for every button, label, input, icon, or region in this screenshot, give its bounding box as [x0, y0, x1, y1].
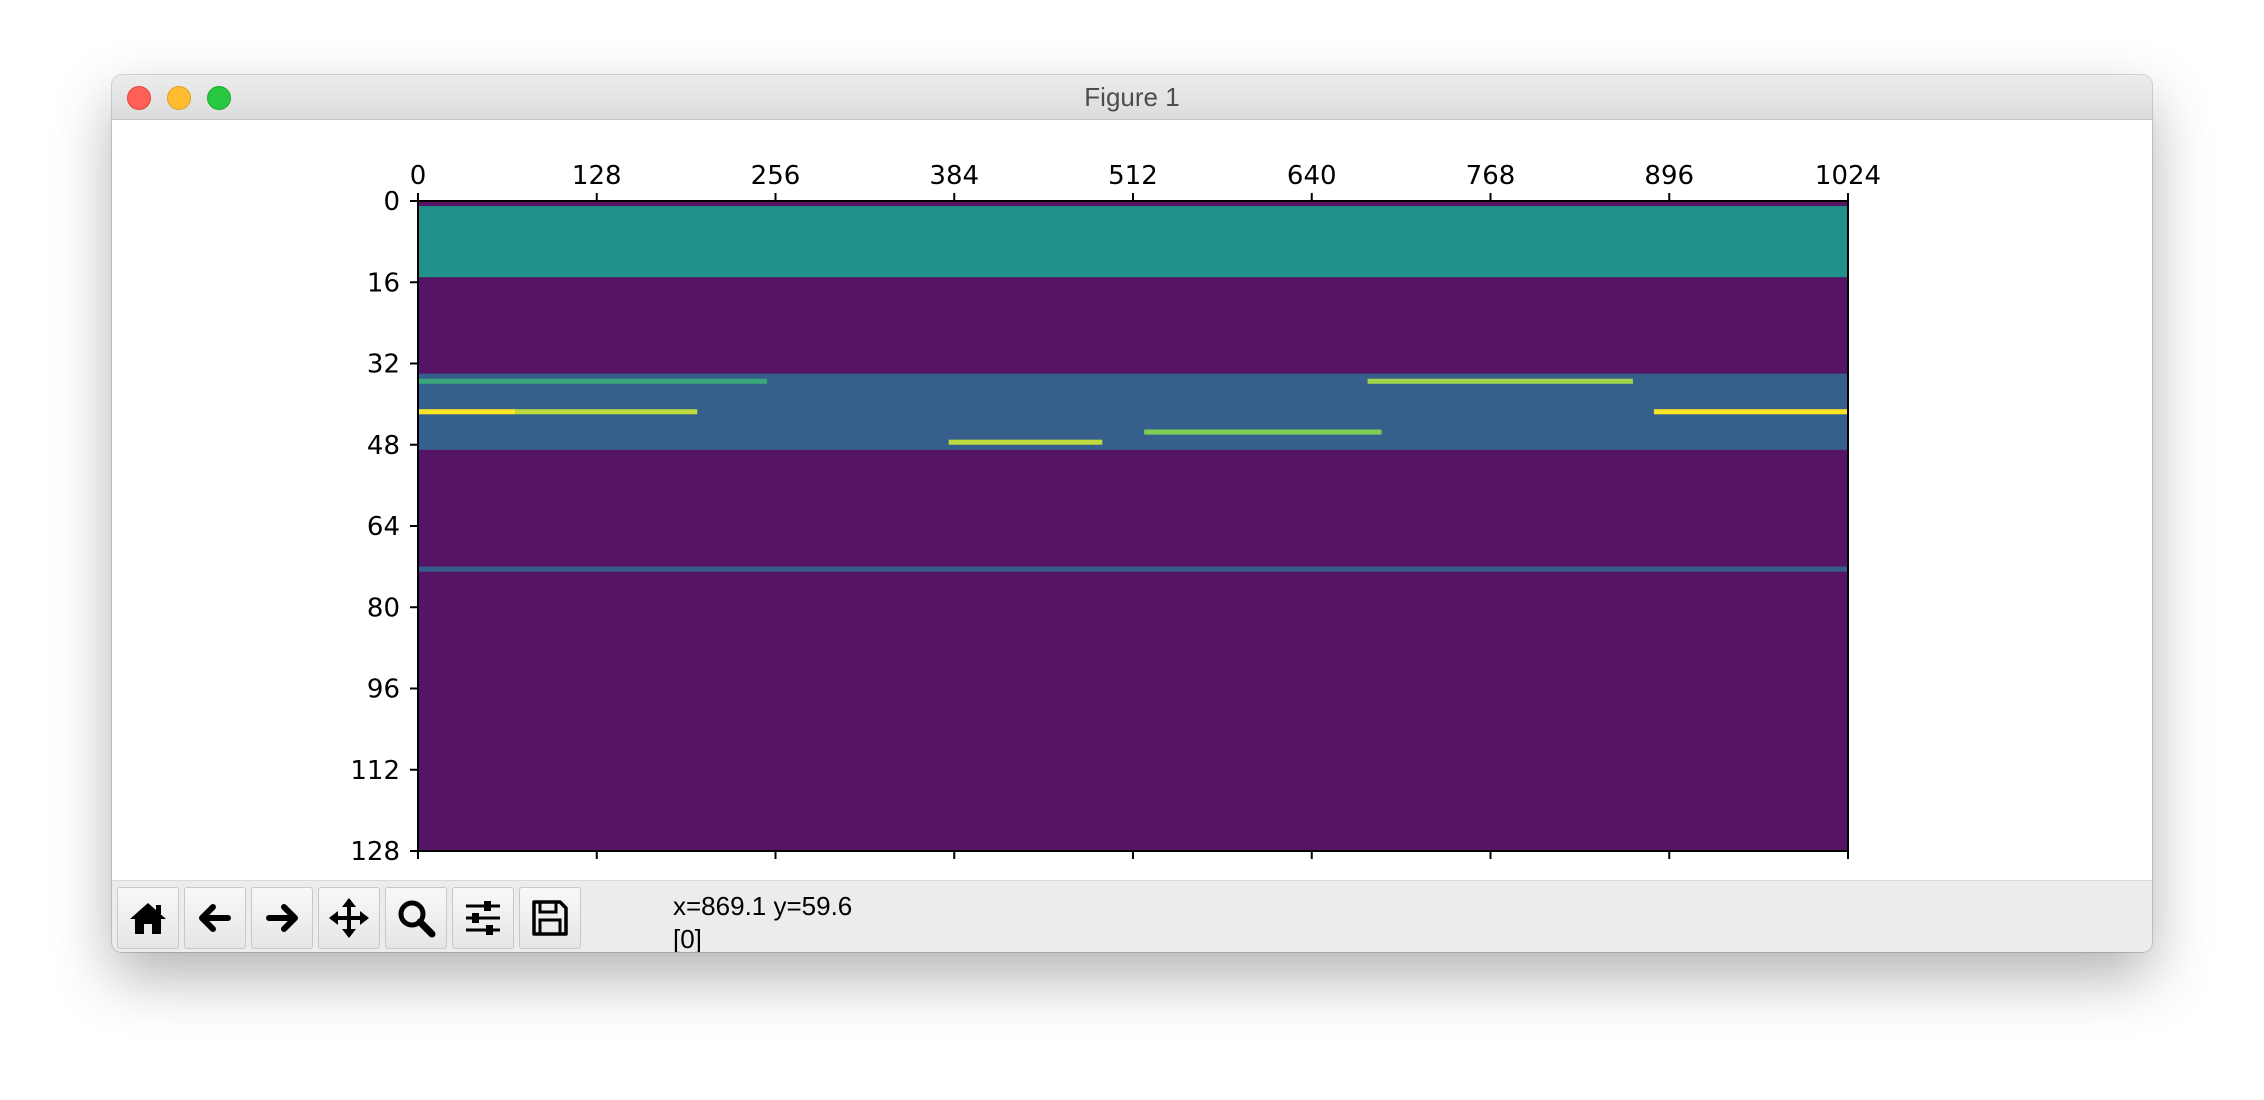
- window-title: Figure 1: [1084, 82, 1180, 112]
- pixel-value: [0]: [673, 924, 702, 952]
- heatmap-band: [418, 566, 1848, 572]
- maximize-window-button[interactable]: [207, 86, 231, 110]
- figure-window: Figure 1 0 128 256 384 512 640 768 896 1024 0 16 3…: [112, 75, 2152, 952]
- y-tick-label: 16: [367, 268, 400, 298]
- move-icon: [329, 898, 369, 938]
- title-bar: Figure 1: [112, 75, 2152, 120]
- configure-subplots-button[interactable]: [452, 887, 514, 949]
- heatmap-highlight: [418, 409, 516, 415]
- arrow-right-icon: [266, 904, 298, 932]
- minimize-window-button[interactable]: [167, 86, 191, 110]
- navigation-toolbar: x=869.1 y=59.6 [0]: [112, 880, 2152, 952]
- home-button[interactable]: [117, 887, 179, 949]
- y-tick-label: 64: [367, 512, 400, 542]
- pan-button[interactable]: [318, 887, 380, 949]
- x-tick-label: 1024: [1815, 161, 1881, 191]
- floppy-icon: [532, 900, 568, 936]
- heatmap-highlight: [515, 409, 698, 415]
- cursor-coordinates: x=869.1 y=59.6: [673, 891, 853, 921]
- x-tick-label: 0: [410, 161, 427, 191]
- y-tick-label: 48: [367, 431, 400, 461]
- heatmap-background: [418, 201, 1848, 851]
- x-tick-label: 768: [1466, 161, 1516, 191]
- heatmap-highlight: [1653, 409, 1848, 415]
- heatmap-plot[interactable]: 0 128 256 384 512 640 768 896 1024 0 16 32 48 64 80 96…: [112, 120, 2152, 880]
- y-tick-label: 112: [350, 756, 400, 786]
- save-button[interactable]: [519, 887, 581, 949]
- y-tick-label: 32: [367, 350, 400, 380]
- heatmap-highlight: [1367, 378, 1633, 384]
- sliders-icon: [466, 901, 500, 935]
- y-tick-label: 128: [350, 837, 400, 867]
- y-tick-label: 80: [367, 593, 400, 623]
- x-tick-label: 896: [1644, 161, 1694, 191]
- x-tick-label: 640: [1287, 161, 1337, 191]
- heatmap-highlight: [948, 439, 1103, 445]
- magnifier-icon: [398, 900, 436, 938]
- status-readout: x=869.1 y=59.6 [0]: [673, 890, 852, 952]
- forward-button[interactable]: [251, 887, 313, 949]
- x-tick-label: 512: [1108, 161, 1158, 191]
- heatmap-highlight: [1144, 429, 1382, 435]
- arrow-left-icon: [199, 904, 231, 932]
- x-tick-label: 128: [572, 161, 622, 191]
- heatmap-highlight: [418, 378, 768, 384]
- zoom-button[interactable]: [385, 887, 447, 949]
- x-tick-label: 384: [929, 161, 979, 191]
- x-tick-label: 256: [751, 161, 801, 191]
- back-button[interactable]: [184, 887, 246, 949]
- home-icon: [130, 903, 166, 934]
- y-tick-label: 0: [383, 187, 400, 217]
- heatmap-band: [418, 206, 1848, 278]
- y-tick-label: 96: [367, 675, 400, 705]
- figure-canvas[interactable]: 0 128 256 384 512 640 768 896 1024 0 16 32 48 64 80 96…: [112, 120, 2152, 880]
- close-window-button[interactable]: [127, 86, 151, 110]
